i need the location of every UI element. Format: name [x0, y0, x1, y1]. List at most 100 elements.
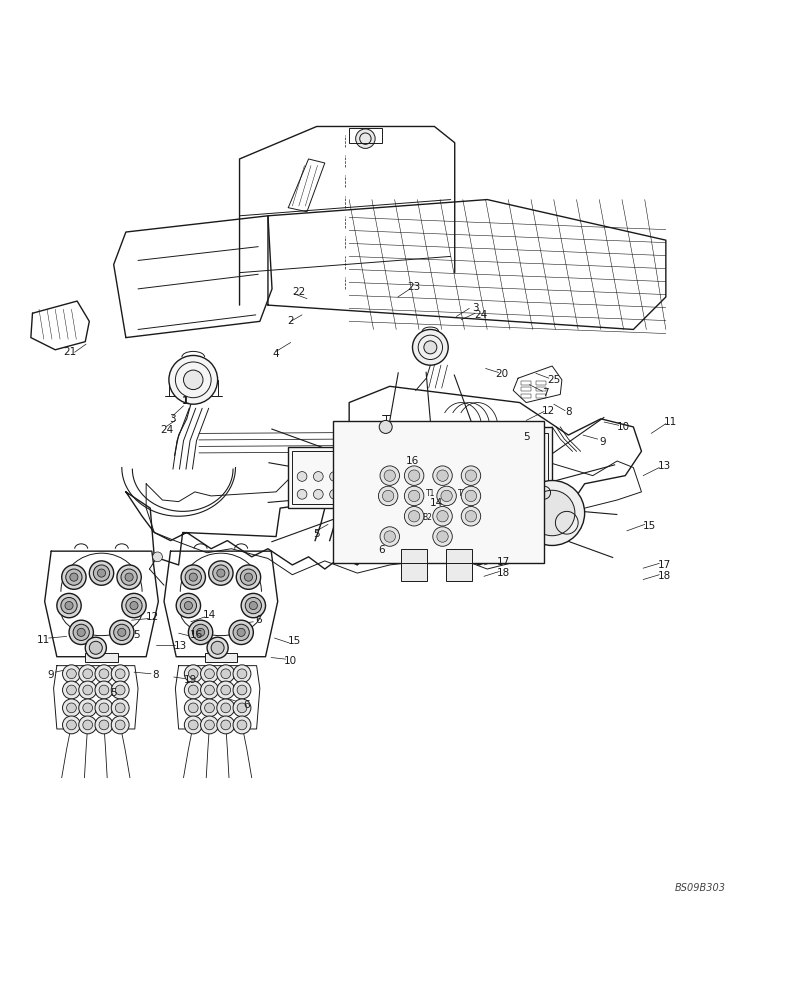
Circle shape [233, 624, 249, 640]
Text: 5: 5 [522, 432, 529, 442]
Circle shape [169, 355, 217, 404]
Text: 22: 22 [292, 287, 305, 297]
Text: 5: 5 [313, 529, 320, 539]
Circle shape [97, 569, 105, 577]
Circle shape [530, 455, 536, 462]
Text: 14: 14 [430, 498, 443, 508]
Text: 12: 12 [146, 612, 159, 622]
Circle shape [69, 620, 93, 645]
Circle shape [99, 703, 109, 713]
Circle shape [244, 573, 252, 581]
Circle shape [380, 527, 399, 546]
Circle shape [484, 452, 497, 465]
Circle shape [484, 473, 497, 486]
Text: 8: 8 [152, 670, 159, 680]
Bar [288, 447, 385, 508]
Circle shape [192, 624, 208, 640]
Circle shape [117, 565, 141, 589]
Circle shape [89, 641, 102, 654]
Circle shape [188, 620, 212, 645]
Circle shape [382, 490, 393, 502]
Circle shape [461, 466, 480, 485]
Text: 7: 7 [542, 388, 548, 398]
Circle shape [184, 699, 202, 717]
Text: 5: 5 [133, 630, 139, 640]
Circle shape [241, 593, 265, 618]
Text: 3: 3 [471, 303, 478, 313]
Circle shape [208, 561, 233, 585]
Circle shape [83, 703, 92, 713]
Circle shape [62, 716, 80, 734]
Circle shape [404, 486, 423, 506]
Circle shape [200, 699, 218, 717]
Circle shape [67, 685, 76, 695]
Circle shape [95, 716, 113, 734]
Circle shape [423, 341, 436, 354]
Circle shape [200, 681, 218, 699]
Circle shape [345, 489, 355, 499]
Circle shape [355, 129, 375, 148]
Circle shape [313, 489, 323, 499]
Circle shape [379, 420, 392, 433]
Bar [204, 653, 237, 662]
Bar [333, 421, 543, 563]
Circle shape [237, 685, 247, 695]
Circle shape [70, 573, 78, 581]
Text: T1: T1 [425, 489, 435, 498]
Circle shape [362, 472, 371, 481]
Text: 16: 16 [406, 456, 418, 466]
Circle shape [530, 476, 536, 483]
Circle shape [152, 552, 162, 562]
Text: 10: 10 [284, 656, 297, 666]
Text: 2: 2 [287, 316, 294, 326]
Circle shape [95, 681, 113, 699]
Text: 13: 13 [657, 461, 670, 471]
Circle shape [79, 716, 97, 734]
Text: P1: P1 [383, 489, 393, 498]
Bar [445, 549, 471, 567]
Text: 24: 24 [161, 425, 174, 435]
Circle shape [233, 699, 251, 717]
Text: 17: 17 [496, 557, 509, 567]
Circle shape [126, 597, 142, 614]
Circle shape [440, 490, 452, 502]
Circle shape [184, 716, 202, 734]
Circle shape [212, 565, 229, 581]
Circle shape [297, 489, 307, 499]
Circle shape [181, 565, 205, 589]
Circle shape [180, 597, 196, 614]
Circle shape [93, 565, 109, 581]
Circle shape [61, 597, 77, 614]
Circle shape [362, 489, 371, 499]
Circle shape [79, 665, 97, 683]
Text: 23: 23 [407, 282, 420, 292]
Circle shape [465, 470, 476, 481]
Circle shape [505, 473, 518, 486]
Circle shape [408, 470, 419, 481]
Circle shape [79, 699, 97, 717]
Text: 3: 3 [169, 414, 176, 424]
Circle shape [313, 472, 323, 481]
Text: 14: 14 [203, 610, 216, 620]
Text: 4: 4 [272, 349, 279, 359]
Circle shape [237, 628, 245, 636]
Text: 18: 18 [496, 568, 509, 578]
Text: 25: 25 [547, 375, 560, 385]
Circle shape [297, 472, 307, 481]
Bar [349, 128, 381, 143]
Circle shape [114, 624, 130, 640]
Text: 6: 6 [243, 700, 250, 710]
Circle shape [245, 597, 261, 614]
Circle shape [67, 720, 76, 730]
Circle shape [384, 470, 395, 481]
Circle shape [408, 511, 419, 522]
Bar [521, 394, 530, 398]
Bar [521, 381, 530, 385]
Circle shape [122, 593, 146, 618]
Circle shape [221, 720, 230, 730]
Circle shape [77, 628, 85, 636]
Circle shape [57, 593, 81, 618]
Text: 13: 13 [174, 641, 187, 651]
Circle shape [115, 685, 125, 695]
Bar [445, 563, 471, 581]
